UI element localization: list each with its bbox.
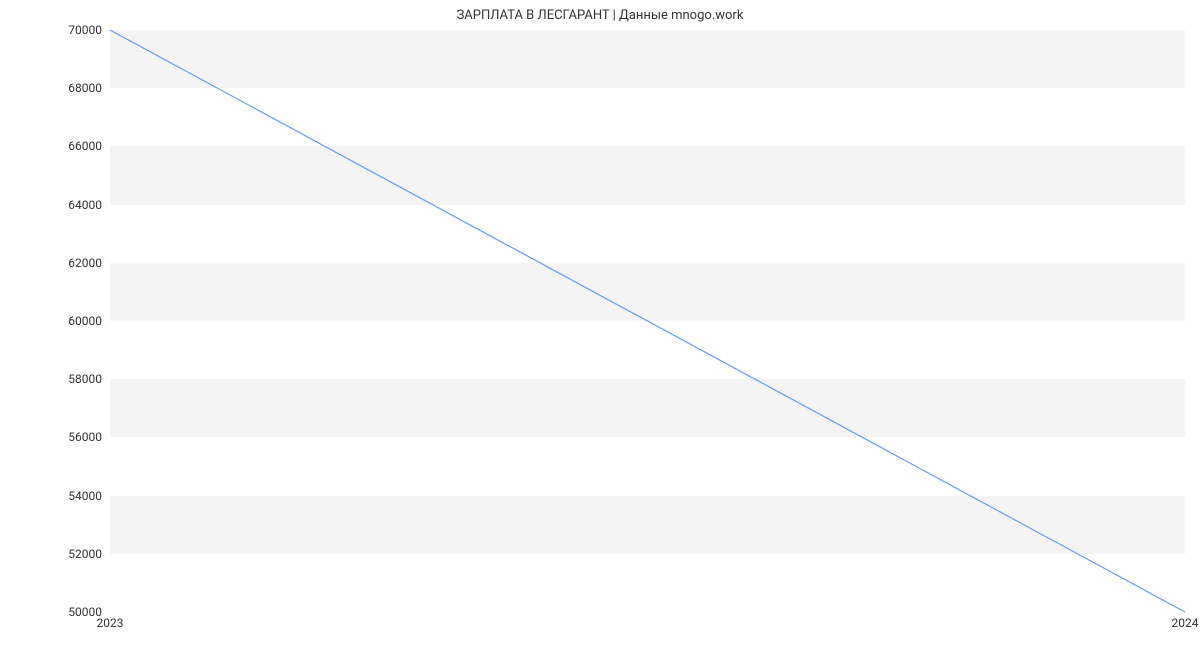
y-tick-label: 68000 <box>68 81 102 95</box>
plot-area <box>110 30 1185 612</box>
x-tick-label: 2023 <box>97 616 124 630</box>
y-tick-label: 64000 <box>68 198 102 212</box>
y-tick-label: 52000 <box>68 547 102 561</box>
y-tick-label: 58000 <box>68 372 102 386</box>
y-tick-label: 66000 <box>68 139 102 153</box>
y-tick-label: 70000 <box>68 23 102 37</box>
y-tick-label: 60000 <box>68 314 102 328</box>
line-chart-svg <box>110 30 1185 612</box>
y-tick-label: 56000 <box>68 430 102 444</box>
x-tick-label: 2024 <box>1172 616 1199 630</box>
chart-title: ЗАРПЛАТА В ЛЕСГАРАНТ | Данные mnogo.work <box>0 0 1200 23</box>
y-tick-label: 62000 <box>68 256 102 270</box>
chart-container: ЗАРПЛАТА В ЛЕСГАРАНТ | Данные mnogo.work… <box>0 0 1200 650</box>
y-tick-label: 54000 <box>68 489 102 503</box>
data-line <box>110 30 1185 612</box>
